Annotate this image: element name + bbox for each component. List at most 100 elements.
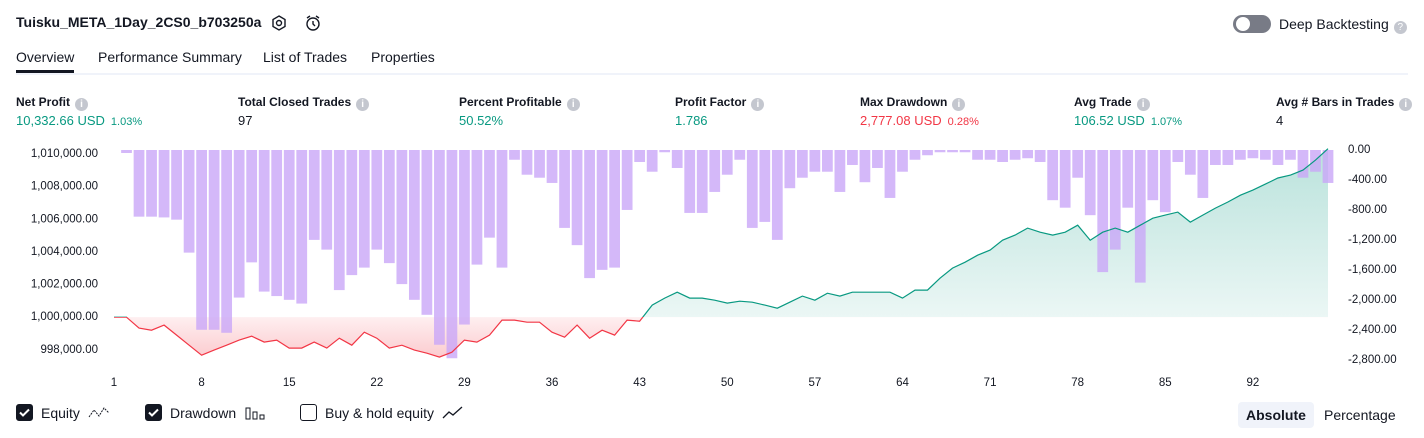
x-tick-label: 92 bbox=[1247, 377, 1260, 389]
drawdown-bar bbox=[133, 150, 145, 217]
drawdown-bar bbox=[484, 150, 495, 238]
drawdown-bar bbox=[1147, 150, 1159, 201]
drawdown-bar bbox=[308, 150, 320, 240]
drawdown-bar bbox=[759, 150, 771, 222]
info-icon[interactable]: i bbox=[751, 98, 765, 111]
equity-line bbox=[114, 148, 1329, 358]
drawdown-bar bbox=[859, 150, 871, 183]
checkbox[interactable] bbox=[145, 404, 162, 421]
drawdown-bar bbox=[947, 150, 958, 153]
drawdown-bar bbox=[221, 150, 233, 333]
drawdown-bar bbox=[246, 150, 258, 263]
mode-button[interactable]: Absolute bbox=[1238, 402, 1314, 428]
tab[interactable]: Overview bbox=[16, 49, 75, 73]
drawdown-bar bbox=[897, 150, 908, 172]
metric-value: 97 bbox=[238, 113, 252, 128]
drawdown-bar bbox=[171, 150, 182, 220]
info-icon[interactable]: ? bbox=[1393, 21, 1407, 34]
drawdown-bar bbox=[509, 150, 520, 160]
y2-tick-label: -400.00 bbox=[1348, 174, 1387, 186]
legend-icon bbox=[245, 407, 265, 419]
deep-backtesting-toggle[interactable] bbox=[1232, 13, 1272, 35]
metric-value-text: 106.52 USD bbox=[1074, 113, 1145, 128]
drawdown-bar bbox=[909, 150, 921, 160]
drawdown-bar bbox=[646, 150, 658, 172]
info-icon[interactable]: i bbox=[1399, 98, 1413, 111]
drawdown-bar bbox=[521, 150, 533, 175]
metric-label-text: Total Closed Trades bbox=[238, 95, 352, 109]
drawdown-bar bbox=[884, 150, 896, 198]
metric-value-text: 97 bbox=[238, 113, 253, 128]
drawdown-bar bbox=[596, 150, 608, 270]
metric-value: 50.52% bbox=[459, 113, 503, 128]
settings-icon[interactable] bbox=[272, 15, 286, 31]
drawdown-bar bbox=[972, 150, 983, 160]
metric-label: Max Drawdown i bbox=[860, 95, 966, 111]
checkbox[interactable] bbox=[16, 404, 33, 421]
drawdown-bar bbox=[1235, 150, 1246, 160]
checkbox[interactable] bbox=[300, 404, 317, 421]
y-tick-label: 1,002,000.00 bbox=[31, 279, 98, 291]
drawdown-bar bbox=[333, 150, 345, 291]
tab[interactable]: List of Trades bbox=[263, 49, 348, 65]
x-tick-label: 43 bbox=[633, 377, 646, 389]
metric-value-text: 1.786 bbox=[675, 113, 708, 128]
drawdown-bar bbox=[1009, 150, 1021, 160]
drawdown-bar bbox=[1122, 150, 1134, 208]
x-tick-label: 8 bbox=[198, 377, 204, 389]
y2-tick-label: -1,600.00 bbox=[1348, 264, 1397, 276]
drawdown-bar bbox=[1109, 150, 1121, 250]
drawdown-bar bbox=[1047, 150, 1059, 201]
equity-area bbox=[114, 148, 1328, 358]
drawdown-bar bbox=[559, 150, 570, 228]
metric-label: Net Profit i bbox=[16, 95, 88, 111]
y-tick-label: 1,010,000.00 bbox=[31, 148, 98, 160]
metric-percent: 1.07% bbox=[1150, 116, 1183, 128]
info-icon[interactable]: i bbox=[356, 98, 370, 111]
info-icon[interactable]: i bbox=[1136, 98, 1150, 111]
drawdown-bar bbox=[821, 150, 833, 172]
y-tick-label: 1,006,000.00 bbox=[31, 213, 98, 225]
drawdown-bar bbox=[621, 150, 633, 210]
drawdown-bar bbox=[784, 150, 796, 189]
alert-icon[interactable] bbox=[306, 15, 320, 31]
tab[interactable]: Performance Summary bbox=[98, 49, 242, 65]
metric-label-text: Max Drawdown bbox=[860, 95, 948, 109]
x-tick-label: 71 bbox=[984, 377, 997, 389]
drawdown-bar bbox=[934, 150, 946, 153]
drawdown-bar bbox=[183, 150, 195, 253]
drawdown-bar bbox=[1184, 150, 1196, 175]
drawdown-bar bbox=[959, 150, 971, 153]
drawdown-bar bbox=[208, 150, 220, 330]
y-tick-label: 1,008,000.00 bbox=[31, 181, 98, 193]
drawdown-bar bbox=[1285, 150, 1296, 160]
x-tick-label: 64 bbox=[896, 377, 909, 389]
legend-checkbox[interactable]: Buy & hold equity bbox=[300, 404, 464, 421]
drawdown-bar bbox=[408, 150, 420, 300]
equity-chart: 998,000.00 1,000,000.00 1,002,000.00 1,004,… bbox=[31, 144, 1397, 389]
info-icon[interactable]: i bbox=[75, 98, 88, 111]
title-icons bbox=[272, 15, 320, 31]
drawdown-bar bbox=[1134, 150, 1146, 283]
tab[interactable]: Properties bbox=[371, 49, 435, 65]
metric-value-text: 10,332.66 USD bbox=[16, 113, 105, 128]
x-tick-label: 78 bbox=[1071, 377, 1084, 389]
drawdown-bar bbox=[1172, 150, 1184, 162]
drawdown-bar bbox=[121, 150, 132, 153]
deep-backtesting-label: Deep Backtesting? bbox=[1279, 16, 1407, 34]
metric-value: 106.52 USD 1.07% bbox=[1074, 113, 1182, 128]
legend-checkbox[interactable]: Equity bbox=[16, 404, 110, 421]
info-icon[interactable]: i bbox=[952, 98, 966, 111]
drawdown-bar bbox=[1072, 150, 1084, 178]
x-tick-label: 15 bbox=[283, 377, 296, 389]
legend-checkbox[interactable]: Drawdown bbox=[145, 404, 266, 421]
y2-tick-label: -2,800.00 bbox=[1348, 354, 1397, 366]
info-icon[interactable]: i bbox=[566, 98, 580, 111]
x-tick-label: 85 bbox=[1159, 377, 1172, 389]
drawdown-bar bbox=[459, 150, 470, 325]
drawdown-bar bbox=[146, 150, 157, 217]
mode-button[interactable]: Percentage bbox=[1324, 407, 1396, 423]
metric-label-text: Net Profit bbox=[16, 95, 70, 109]
drawdown-bar bbox=[271, 150, 283, 297]
x-tick-label: 57 bbox=[808, 377, 821, 389]
